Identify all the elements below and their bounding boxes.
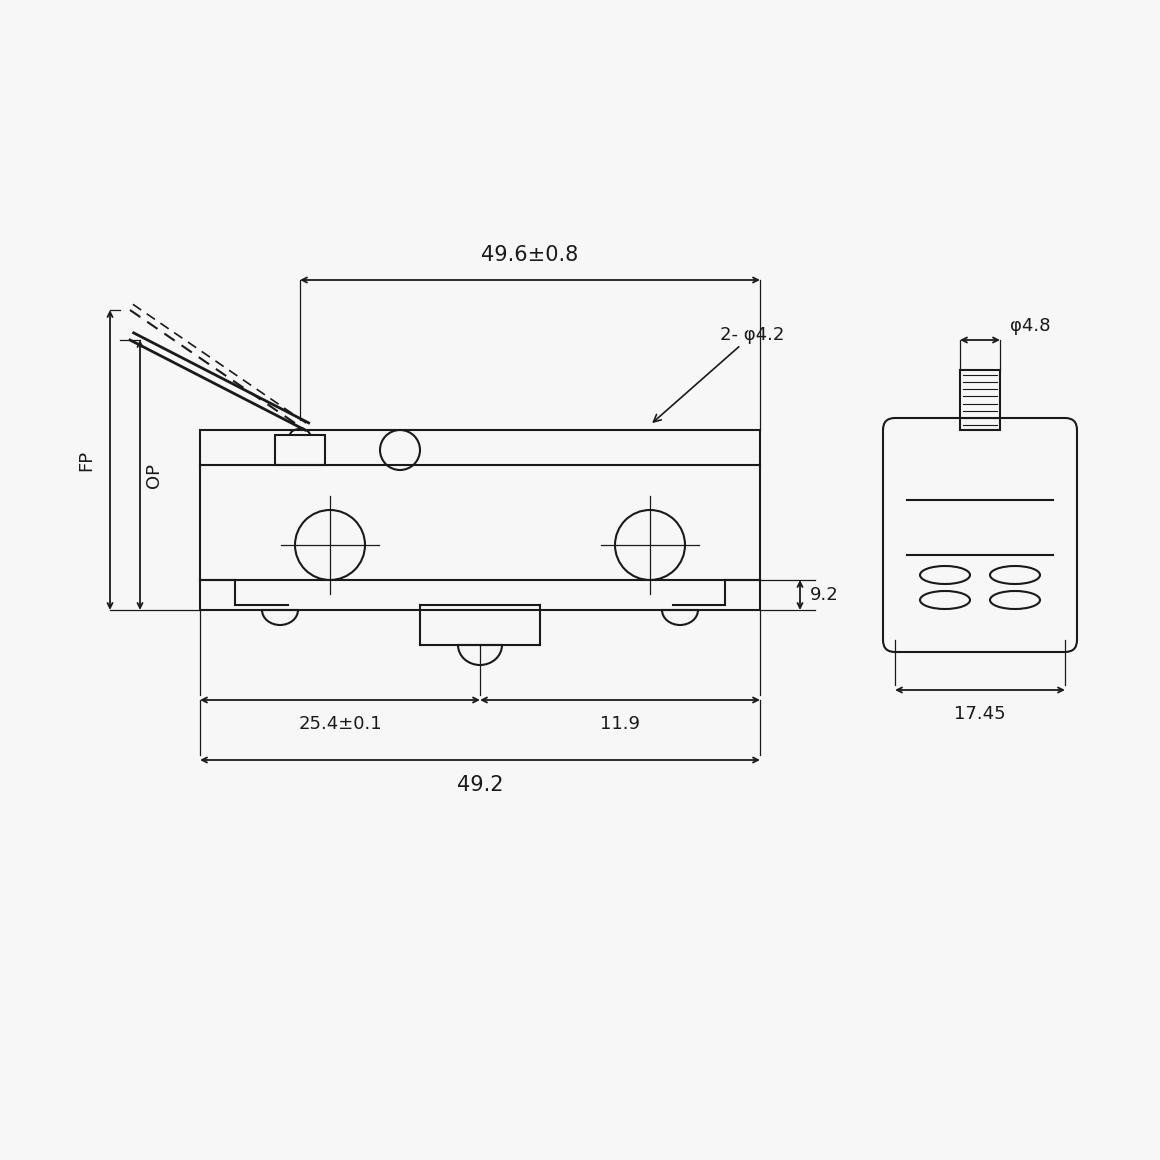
Bar bbox=[960, 370, 1000, 430]
Text: OP: OP bbox=[145, 463, 164, 487]
Text: 49.6±0.8: 49.6±0.8 bbox=[481, 245, 579, 264]
Text: 25.4±0.1: 25.4±0.1 bbox=[298, 715, 382, 733]
Text: 9.2: 9.2 bbox=[810, 586, 839, 604]
Text: 2- φ4.2: 2- φ4.2 bbox=[653, 326, 784, 422]
Text: 11.9: 11.9 bbox=[600, 715, 640, 733]
Text: FP: FP bbox=[77, 449, 95, 471]
Text: 17.45: 17.45 bbox=[955, 705, 1006, 723]
Text: 49.2: 49.2 bbox=[457, 775, 503, 795]
Bar bbox=[275, 435, 325, 465]
Bar bbox=[200, 430, 760, 610]
Text: φ4.8: φ4.8 bbox=[1010, 317, 1051, 335]
